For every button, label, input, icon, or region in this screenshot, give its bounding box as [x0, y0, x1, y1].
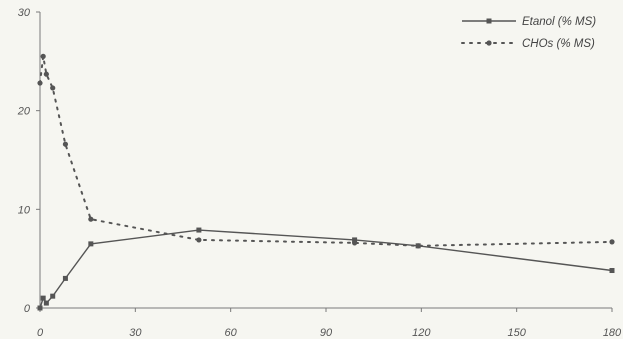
data-point [50, 85, 56, 91]
x-axis-ticks: 0 30 60 90 120 150 180 [37, 308, 622, 339]
x-tick-label: 120 [412, 327, 431, 339]
data-point [415, 243, 421, 249]
data-point [37, 80, 43, 86]
data-point [43, 300, 49, 306]
data-point [196, 227, 202, 233]
legend-marker [486, 18, 492, 24]
legend-label: Etanol (% MS) [522, 16, 596, 28]
data-point [88, 241, 94, 247]
data-point [50, 293, 56, 299]
y-tick-label: 30 [18, 7, 31, 19]
x-tick-label: 150 [507, 327, 526, 339]
legend: Etanol (% MS) CHOs (% MS) [461, 16, 596, 50]
data-point [37, 305, 43, 311]
series-layer [37, 53, 615, 311]
data-point [43, 71, 49, 77]
x-tick-label: 180 [603, 327, 622, 339]
data-point [352, 237, 358, 243]
legend-item: Etanol (% MS) [462, 16, 596, 28]
x-tick-label: 0 [37, 327, 44, 339]
y-axis-ticks: 0 10 20 30 [17, 7, 40, 315]
x-tick-label: 90 [320, 327, 333, 339]
y-tick-label: 10 [18, 204, 31, 216]
series-chos [37, 53, 615, 249]
y-tick-label: 20 [17, 106, 31, 118]
y-tick-label: 0 [24, 303, 31, 315]
x-tick-label: 60 [225, 327, 238, 339]
data-point [609, 268, 615, 274]
x-tick-label: 30 [129, 327, 142, 339]
series-etanol [37, 227, 615, 311]
data-point [196, 237, 202, 243]
legend-marker [486, 40, 492, 46]
data-point [62, 275, 68, 281]
data-point [40, 295, 46, 301]
axes [39, 12, 612, 309]
series-line [39, 56, 613, 247]
data-point [62, 141, 69, 147]
data-point [40, 53, 46, 60]
data-point [609, 239, 615, 245]
data-point [352, 240, 358, 246]
legend-label: CHOs (% MS) [522, 38, 595, 50]
legend-item: CHOs (% MS) [461, 38, 595, 50]
data-point [88, 216, 94, 222]
